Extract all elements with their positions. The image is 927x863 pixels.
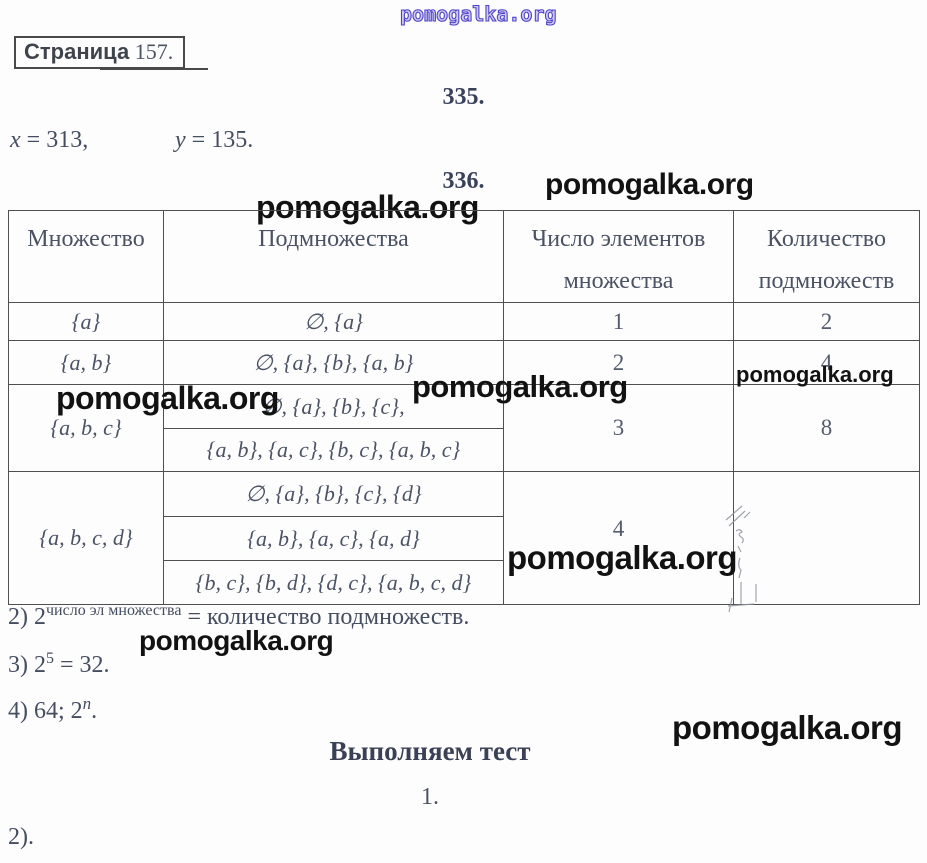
element-count-cell: 1	[503, 302, 734, 341]
watermark-2: pomogalka.org	[545, 168, 754, 201]
test-section-title: Выполняем тест	[329, 736, 531, 766]
subsets-table: Множество Подмножества Число элементов м…	[8, 210, 920, 605]
watermark-5: pomogalka.org	[412, 369, 628, 404]
answer2-post: = количество подмножеств.	[187, 604, 470, 630]
element-count-cell: 4	[503, 471, 734, 605]
equation-x: x = 313,	[10, 127, 88, 154]
subset-count-cell	[733, 471, 920, 605]
table-subrow: {b, c}, {b, d}, {d, c}, {a, b, c, d}	[9, 560, 920, 605]
subsets-cell: ∅, {a}	[163, 302, 504, 341]
test-item-2: 2).	[8, 824, 34, 850]
watermark-8: pomogalka.org	[139, 625, 334, 656]
set-cell: {a}	[8, 302, 164, 341]
subsets-cell: ∅, {a}, {b}, {c}, {d}	[163, 471, 504, 517]
subsets-cell: {b, c}, {b, d}, {d, c}, {a, b, c, d}	[163, 560, 504, 605]
test-item-1: 1.	[421, 784, 439, 810]
value-y: = 135.	[191, 127, 254, 153]
subsets-cell: ∅, {a}, {b}, {a, b}	[163, 340, 504, 385]
table-subrow: {a, b}, {a, c}, {b, c}, {a, b, c}	[9, 428, 920, 472]
watermark-top: pomogalka.org	[399, 2, 557, 26]
answer3-post: = 32.	[60, 652, 110, 678]
element-count-cell: 3	[503, 384, 734, 472]
page-label-box: Страница 157.	[14, 36, 186, 69]
table-row: {a} ∅, {a} 1 2	[8, 302, 920, 341]
table-row: {a, b, c, d} ∅, {a}, {b}, {c}, {d} 4	[8, 471, 920, 605]
equation-y: y = 135.	[175, 127, 253, 154]
column-header-set: Множество	[8, 210, 164, 303]
column-header-element-count: Число элементов множества	[503, 210, 734, 303]
page-label-word: Страница	[24, 39, 130, 64]
answer-line-3: 3) 25 = 32.	[8, 650, 110, 679]
column-header-subset-count: Количество подмножеств	[733, 210, 920, 303]
watermark-9: pomogalka.org	[672, 709, 903, 746]
value-x: = 313,	[26, 127, 89, 153]
subsets-cell: {a, b}, {a, c}, {a, d}	[163, 516, 504, 561]
answer4-pre: 4) 64; 2	[8, 698, 83, 724]
answer2-superscript: число эл множества	[46, 602, 182, 619]
set-cell: {a, b, c, d}	[8, 471, 164, 605]
page-label-underline	[100, 68, 208, 70]
problem-336-title: 336.	[442, 168, 485, 194]
table-header-row: Множество Подмножества Число элементов м…	[8, 210, 920, 303]
page-label-number: 157.	[134, 39, 174, 64]
set-cell: {a, b}	[8, 340, 164, 385]
set-cell: {a, b, c}	[8, 384, 164, 472]
table-subrow: {a, b}, {a, c}, {a, d}	[9, 516, 920, 561]
answer-line-2: 2) 2число эл множества = количество подмн…	[8, 602, 470, 631]
subset-count-cell: 4	[733, 340, 920, 385]
answer3-superscript: 5	[46, 650, 54, 667]
answer4-superscript: n	[82, 694, 92, 713]
problem-335-title: 335.	[442, 84, 485, 110]
subset-count-cell: 8	[733, 384, 920, 472]
watermark-6: pomogalka.org	[736, 362, 894, 387]
table-row: {a, b, c} ∅, {a}, {b}, {c}, 3 8	[8, 384, 920, 472]
watermark-4: pomogalka.org	[56, 380, 279, 416]
subsets-cell: {a, b}, {a, c}, {b, c}, {a, b, c}	[163, 428, 504, 472]
var-y: y	[175, 127, 186, 153]
handwriting-scribble	[725, 505, 757, 613]
subset-count-cell: 2	[733, 302, 920, 341]
answer4-post: .	[91, 698, 98, 724]
table-row: {a, b} ∅, {a}, {b}, {a, b} 2 4	[8, 340, 920, 385]
answer2-pre: 2) 2	[8, 604, 46, 630]
answer3-pre: 3) 2	[8, 652, 46, 678]
column-header-subsets: Подмножества	[163, 210, 504, 303]
element-count-cell: 2	[503, 340, 734, 385]
var-x: x	[10, 127, 21, 153]
watermark-7: pomogalka.org	[507, 539, 738, 576]
answer-line-4: 4) 64; 2n.	[8, 694, 98, 725]
